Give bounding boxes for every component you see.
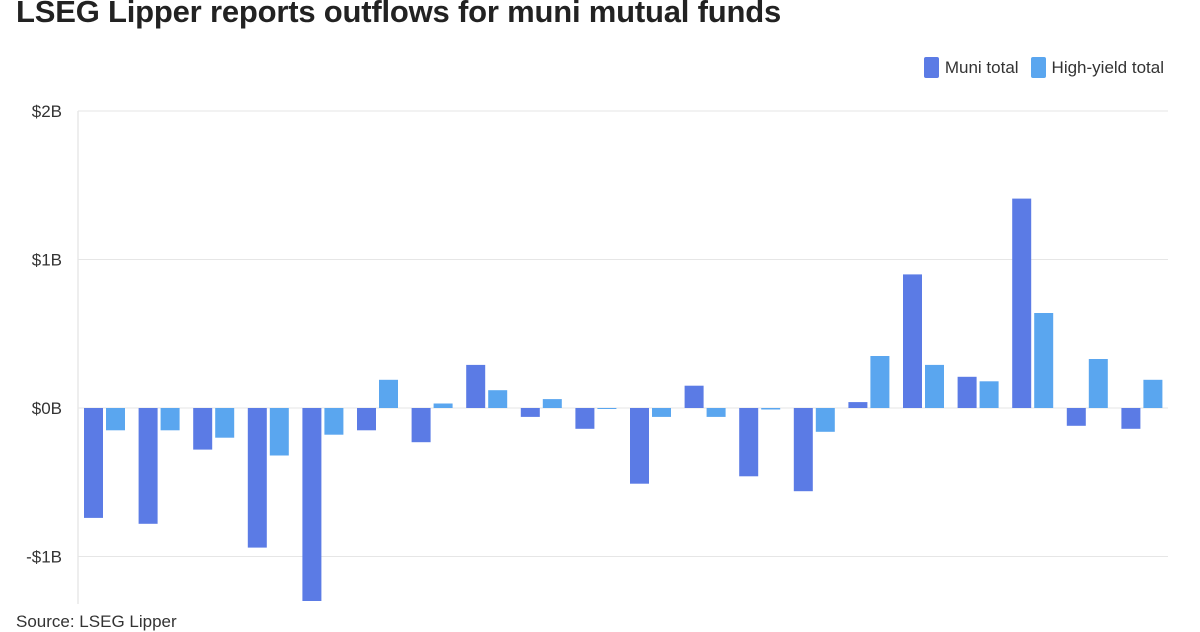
bar-muni-total[interactable] bbox=[411, 408, 431, 443]
chart-title: LSEG Lipper reports outflows for muni mu… bbox=[16, 0, 782, 29]
bar-high-yield-total[interactable] bbox=[597, 408, 617, 409]
bar-high-yield-total[interactable] bbox=[815, 408, 835, 432]
bar-muni-total[interactable] bbox=[1066, 408, 1086, 426]
bar-muni-total[interactable] bbox=[1121, 408, 1141, 429]
bar-muni-total[interactable] bbox=[520, 408, 540, 417]
bar-high-yield-total[interactable] bbox=[706, 408, 726, 417]
bar-muni-total[interactable] bbox=[903, 274, 922, 408]
y-tick-label: $1B bbox=[32, 251, 62, 270]
bar-muni-total[interactable] bbox=[466, 364, 486, 408]
bar-high-yield-total[interactable] bbox=[488, 390, 508, 408]
bar-high-yield-total[interactable] bbox=[870, 356, 890, 408]
bar-muni-total[interactable] bbox=[957, 376, 977, 408]
y-tick-label: $2B bbox=[32, 102, 62, 121]
bar-high-yield-total[interactable] bbox=[652, 408, 671, 417]
legend: Muni total High-yield total bbox=[923, 57, 1164, 78]
bar-muni-total[interactable] bbox=[575, 408, 595, 429]
bar-high-yield-total[interactable] bbox=[160, 408, 180, 431]
bar-muni-total[interactable] bbox=[793, 408, 813, 492]
bar-high-yield-total[interactable] bbox=[324, 408, 344, 435]
bar-high-yield-total[interactable] bbox=[1143, 379, 1163, 408]
legend-item-high-yield-total[interactable]: High-yield total bbox=[1030, 57, 1164, 78]
bar-muni-total[interactable] bbox=[138, 408, 158, 524]
y-tick-label: $0B bbox=[32, 399, 62, 418]
bar-muni-total[interactable] bbox=[193, 408, 213, 450]
y-axis: $2B $1B $0B -$1B bbox=[26, 102, 62, 567]
bar-high-yield-total[interactable] bbox=[1034, 313, 1054, 408]
bar-muni-total[interactable] bbox=[848, 402, 868, 408]
bar-high-yield-total[interactable] bbox=[215, 408, 235, 438]
bar-high-yield-total[interactable] bbox=[761, 408, 781, 410]
bar-muni-total[interactable] bbox=[247, 408, 267, 548]
bar-muni-total[interactable] bbox=[302, 408, 322, 601]
gridlines bbox=[77, 110, 1168, 604]
bar-high-yield-total[interactable] bbox=[433, 403, 453, 409]
bar-high-yield-total[interactable] bbox=[269, 408, 289, 456]
source-note: Source: LSEG Lipper bbox=[16, 612, 177, 631]
bar-muni-total[interactable] bbox=[84, 408, 103, 518]
bar-muni-total[interactable] bbox=[739, 408, 759, 477]
bar-high-yield-total[interactable] bbox=[106, 408, 125, 431]
legend-item-muni-total[interactable]: Muni total bbox=[923, 57, 1019, 78]
bar-high-yield-total[interactable] bbox=[925, 364, 944, 408]
bar-high-yield-total[interactable] bbox=[542, 399, 562, 408]
bar-high-yield-total[interactable] bbox=[379, 379, 398, 408]
bars bbox=[84, 198, 1163, 601]
bar-high-yield-total[interactable] bbox=[1088, 359, 1108, 408]
y-tick-label: -$1B bbox=[26, 548, 62, 567]
legend-swatch-muni-total bbox=[923, 57, 939, 78]
legend-swatch-high-yield-total bbox=[1030, 57, 1046, 78]
legend-label-high-yield-total: High-yield total bbox=[1051, 57, 1164, 77]
bar-muni-total[interactable] bbox=[1012, 198, 1032, 408]
legend-label-muni-total: Muni total bbox=[944, 57, 1019, 77]
bar-muni-total[interactable] bbox=[357, 408, 376, 431]
bar-high-yield-total[interactable] bbox=[979, 381, 999, 408]
bar-muni-total[interactable] bbox=[684, 385, 704, 408]
bar-muni-total[interactable] bbox=[630, 408, 649, 484]
